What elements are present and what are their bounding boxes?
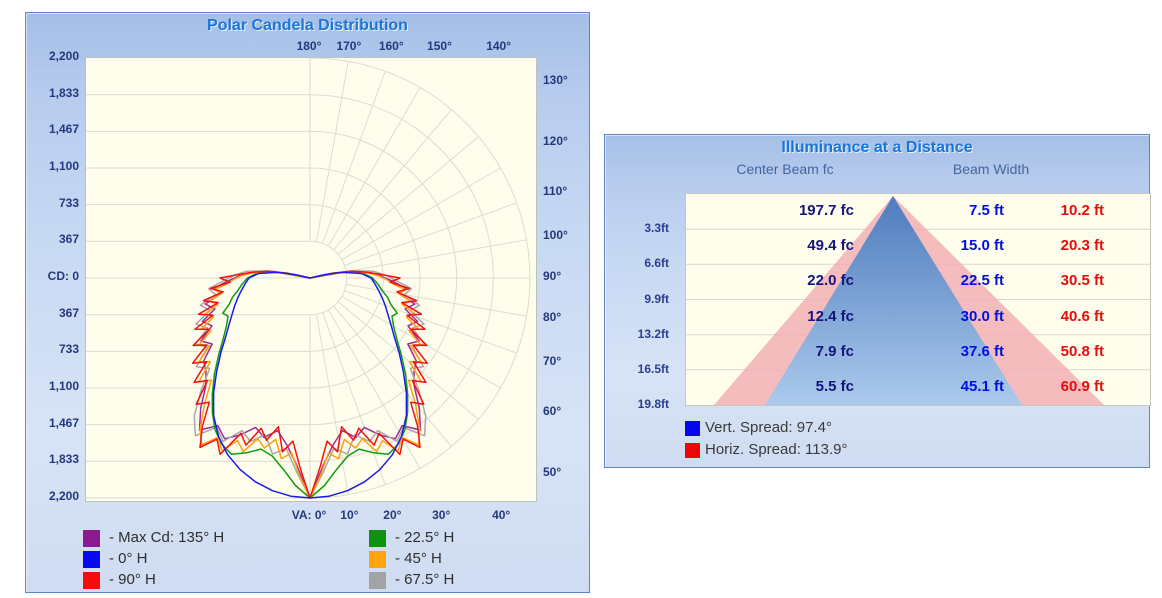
polar-plot-area bbox=[85, 57, 537, 502]
top-angle-tick: 140° bbox=[486, 39, 512, 53]
bottom-angle-tick: 30° bbox=[432, 508, 451, 522]
distance-label: 19.8ft bbox=[637, 397, 669, 411]
distance-label: 3.3ft bbox=[644, 221, 669, 236]
beam-width-horiz-value: 60.9 ft bbox=[1060, 377, 1104, 395]
horiz-spread-swatch bbox=[685, 443, 700, 458]
center-beam-fc-value: 49.4 fc bbox=[807, 237, 854, 255]
beam-width-vert-value: 30.0 ft bbox=[960, 307, 1004, 325]
polar-candela-panel: Polar Candela Distribution 2,200 1,833 1,4… bbox=[25, 12, 590, 593]
legend-label-1: - 0° H bbox=[109, 550, 148, 567]
cd-tick: 367 bbox=[58, 232, 79, 247]
cd-tick: 1,833 bbox=[48, 452, 79, 467]
right-angle-tick: 120° bbox=[543, 133, 568, 148]
cd-tick: 2,200 bbox=[48, 49, 79, 63]
legend-swatch-1 bbox=[83, 551, 100, 568]
cd-tick: 733 bbox=[58, 195, 79, 210]
center-beam-fc-value: 197.7 fc bbox=[798, 202, 854, 219]
legend-label-3: - 22.5° H bbox=[395, 529, 455, 546]
beam-width-horiz-value: 20.3 ft bbox=[1060, 237, 1104, 255]
cd-tick: 1,100 bbox=[48, 379, 79, 393]
vert-spread-cone bbox=[765, 196, 1022, 405]
polar-chart-svg bbox=[86, 58, 531, 499]
center-beam-fc-value: 5.5 fc bbox=[815, 377, 854, 395]
right-angle-tick: 90° bbox=[543, 269, 562, 283]
distance-label: 9.9ft bbox=[644, 291, 669, 306]
legend-label-2: - 90° H bbox=[109, 571, 156, 588]
right-angle-tick: 50° bbox=[543, 465, 562, 480]
cd-tick: 733 bbox=[58, 342, 79, 357]
top-angle-tick: 160° bbox=[378, 39, 404, 53]
cd-tick: 1,100 bbox=[48, 159, 79, 173]
legend-label-5: - 67.5° H bbox=[395, 571, 455, 588]
legend-swatch-3 bbox=[369, 530, 386, 547]
illuminance-panel-title: Illuminance at a Distance bbox=[781, 139, 973, 156]
polar-panel-title: Polar Candela Distribution bbox=[207, 17, 408, 34]
distance-label: 16.5ft bbox=[637, 361, 669, 376]
beam-width-horiz-value: 40.6 ft bbox=[1060, 307, 1104, 325]
legend-swatch-5 bbox=[369, 572, 386, 589]
center-beam-fc-value: 7.9 fc bbox=[815, 342, 854, 360]
bottom-angle-tick: 20° bbox=[383, 508, 402, 522]
bottom-angle-tick: 40° bbox=[492, 508, 511, 522]
vert-spread-swatch bbox=[685, 421, 700, 436]
right-angle-tick: 70° bbox=[543, 354, 562, 369]
column-header-center-beam: Center Beam fc bbox=[736, 161, 834, 177]
beam-width-vert-value: 45.1 ft bbox=[960, 377, 1004, 395]
center-beam-fc-value: 22.0 fc bbox=[807, 272, 854, 290]
illuminance-panel: Illuminance at a Distance Center Beam fc… bbox=[604, 134, 1151, 468]
bottom-angle-tick: 10° bbox=[340, 508, 359, 522]
vert-spread-label: Vert. Spread: 97.4° bbox=[705, 419, 832, 436]
cd-tick: 2,200 bbox=[48, 489, 79, 503]
top-angle-tick: 150° bbox=[427, 39, 452, 53]
top-angle-tick: 180° bbox=[296, 39, 322, 53]
beam-width-vert-value: 15.0 ft bbox=[960, 237, 1004, 255]
center-beam-fc-value: 12.4 fc bbox=[807, 307, 854, 325]
cd-tick: CD: 0 bbox=[47, 269, 79, 283]
right-angle-tick: 130° bbox=[543, 72, 568, 87]
column-header-beam-width: Beam Width bbox=[952, 161, 1030, 177]
beam-width-vert-value: 7.5 ft bbox=[968, 202, 1004, 219]
curve-0-h bbox=[212, 271, 408, 499]
polar-grid bbox=[86, 58, 531, 499]
cd-tick: 1,833 bbox=[48, 85, 79, 100]
beam-width-horiz-value: 10.2 ft bbox=[1060, 202, 1104, 219]
legend-label-4: - 45° H bbox=[395, 550, 442, 567]
legend-swatch-2 bbox=[83, 572, 100, 589]
cd-tick: 1,467 bbox=[48, 122, 79, 137]
illuminance-table bbox=[685, 193, 1151, 406]
distance-label: 13.2ft bbox=[637, 326, 669, 341]
beam-width-vert-value: 37.6 ft bbox=[960, 342, 1004, 360]
right-angle-tick: 100° bbox=[543, 227, 568, 242]
right-angle-tick: 80° bbox=[543, 310, 562, 325]
right-angle-tick: 110° bbox=[543, 183, 568, 198]
cd-tick: 1,467 bbox=[48, 415, 79, 430]
beam-width-horiz-value: 30.5 ft bbox=[1060, 272, 1104, 290]
cd-tick: 367 bbox=[58, 305, 79, 320]
horiz-spread-label: Horiz. Spread: 113.9° bbox=[705, 441, 848, 458]
beam-width-vert-value: 22.5 ft bbox=[960, 272, 1004, 290]
distance-label: 6.6ft bbox=[644, 256, 669, 271]
beam-cone-graphic bbox=[686, 196, 1150, 405]
legend-swatch-4 bbox=[369, 551, 386, 568]
top-angle-tick: 170° bbox=[336, 39, 362, 53]
bottom-angle-tick: VA: 0° bbox=[291, 508, 327, 522]
legend-swatch-0 bbox=[83, 530, 100, 547]
legend-label-0: - Max Cd: 135° H bbox=[109, 529, 225, 546]
right-angle-tick: 60° bbox=[543, 404, 562, 419]
beam-width-horiz-value: 50.8 ft bbox=[1060, 342, 1104, 360]
